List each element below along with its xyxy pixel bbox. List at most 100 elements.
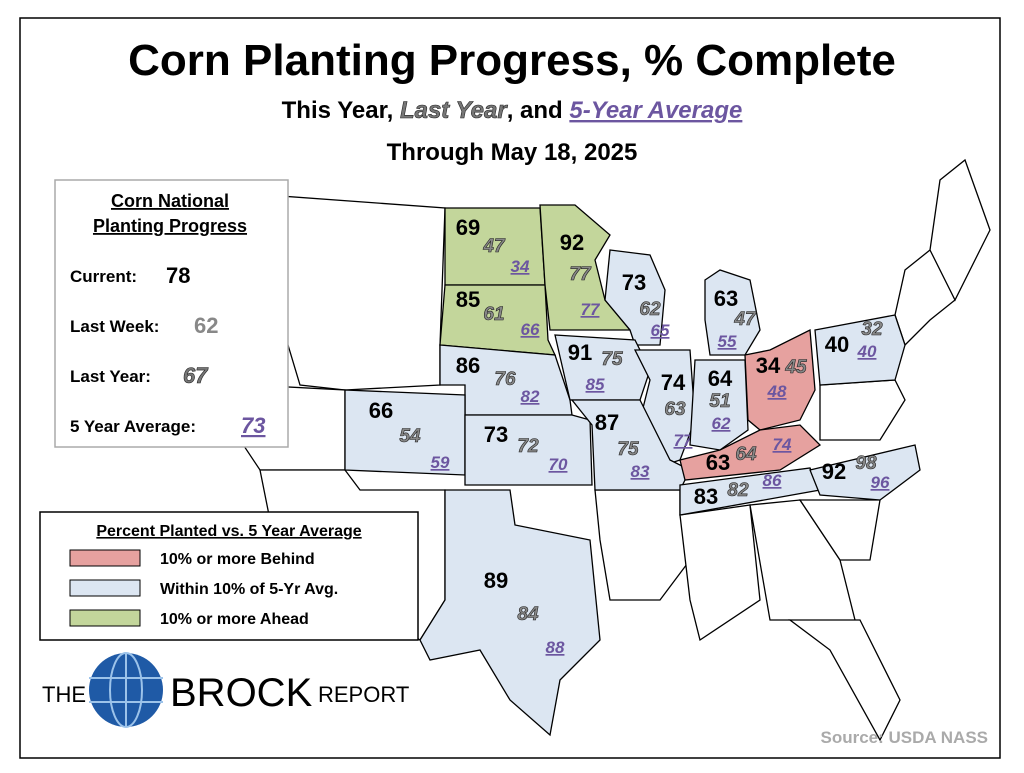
source: Source: USDA NASS [820,728,988,747]
legend-label: 10% or more Behind [160,551,315,568]
avg-value: 96 [871,473,890,492]
title: Corn Planting Progress, % Complete [128,36,896,85]
avg-value: 62 [712,414,731,433]
national-label: Current: [70,267,137,286]
avg-value: 34 [511,257,530,276]
base-map [129,158,991,742]
state [809,444,921,501]
subtitle: This Year, Last Year, and 5-Year Average [282,97,743,124]
last-year-value: 45 [784,357,807,378]
state [744,328,816,431]
this-year-value: 69 [456,215,480,240]
avg-value: 77 [674,431,694,450]
last-year-value: 64 [735,444,757,465]
national-value: 73 [241,413,265,438]
this-year-value: 63 [706,450,730,475]
last-year-value: 75 [601,349,623,370]
last-year-value: 63 [664,399,686,420]
avg-value: 74 [773,435,792,454]
national-label: 5 Year Average: [70,417,196,436]
this-year-value: 86 [456,353,480,378]
logo-text: THE [42,682,86,707]
avg-value: 66 [521,320,540,339]
state [439,284,557,356]
last-year-value: 84 [517,604,539,625]
this-year-value: 73 [622,270,646,295]
avg-value: 86 [763,471,782,490]
avg-value: 40 [857,342,877,361]
avg-value: 65 [651,321,670,340]
avg-value: 88 [546,638,565,657]
state [689,359,749,451]
state [419,489,601,737]
national-box [54,179,289,448]
state [464,414,593,486]
legend-swatch [69,549,141,567]
subtitle-part: 5-Year Average [569,97,742,124]
legend-swatch [69,609,141,627]
this-year-value: 92 [822,459,846,484]
this-year-value: 34 [756,353,781,378]
state [814,314,906,386]
this-year-value: 89 [484,568,508,593]
last-year-value: 76 [494,369,516,390]
this-year-value: 66 [369,398,393,423]
national-value: 62 [194,313,218,338]
last-year-value: 61 [483,304,504,325]
legend-label: Within 10% of 5-Yr Avg. [160,581,338,598]
legend-title: Percent Planted vs. 5 Year Average [96,523,361,540]
avg-value: 85 [586,375,605,394]
subtitle-part: This Year, [282,97,400,124]
last-year-value: 47 [482,236,506,257]
this-year-value: 92 [560,230,584,255]
last-year-value: 47 [733,309,757,330]
national-title: Corn National [111,191,229,211]
logo-globe [89,652,163,728]
avg-value: 83 [631,462,650,481]
state [704,269,761,356]
last-year-value: 72 [517,436,539,457]
avg-value: 70 [549,455,568,474]
avg-value: 59 [431,453,450,472]
last-year-value: 51 [709,391,730,412]
this-year-value: 83 [694,484,718,509]
national-value: 67 [183,363,209,388]
state [604,249,666,346]
state [679,424,822,481]
last-year-value: 98 [855,453,877,474]
national-title: Planting Progress [93,216,247,236]
last-year-value: 32 [861,319,883,340]
last-year-value: 75 [617,439,639,460]
this-year-value: 91 [568,340,592,365]
last-year-value: 54 [399,426,421,447]
legend-swatch [69,579,141,597]
subtitle-part: , and [507,97,570,124]
logo-text: BROCK [170,671,313,715]
this-year-value: 73 [484,422,508,447]
last-year-value: 82 [727,480,749,501]
subtitle-part: Last Year [400,97,508,124]
date-line: Through May 18, 2025 [387,139,638,166]
logo-text: REPORT [318,682,409,707]
this-year-value: 63 [714,286,738,311]
national-value: 78 [166,263,190,288]
this-year-value: 40 [825,332,849,357]
avg-value: 77 [581,300,601,319]
legend-items: 10% or more Behind Within 10% of 5-Yr Avg… [69,549,338,628]
last-year-value: 62 [639,299,661,320]
frame [19,17,1001,759]
avg-value: 55 [718,332,737,351]
national-label: Last Year: [70,367,151,386]
avg-value: 48 [767,382,787,401]
this-year-value: 74 [661,370,686,395]
national-items: Current: 78 Last Week: 62 Last Year: 67 5 Year… [70,263,265,438]
legend-label: 10% or more Ahead [160,611,309,628]
avg-value: 82 [521,387,540,406]
this-year-value: 64 [708,366,733,391]
this-year-value: 85 [456,287,480,312]
state [554,334,651,401]
last-year-value: 77 [569,264,592,285]
national-label: Last Week: [70,317,159,336]
